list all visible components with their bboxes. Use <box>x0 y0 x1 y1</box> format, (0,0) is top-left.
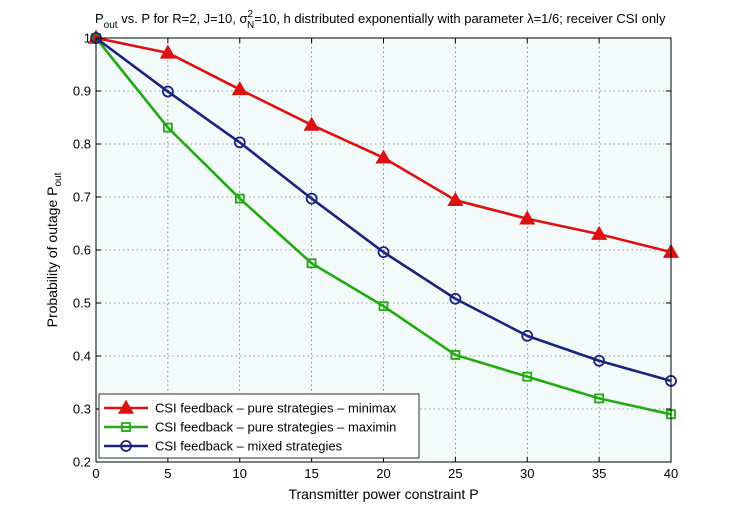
legend-box <box>98 393 420 459</box>
legend-marker <box>117 399 135 414</box>
legend-label: CSI feedback – pure strategies – minimax <box>155 401 397 416</box>
x-tick-label: 30 <box>520 466 534 481</box>
title-sigma-sup: 2 <box>247 9 253 20</box>
data-point <box>377 246 390 259</box>
x-tick-label: 10 <box>233 466 247 481</box>
data-point <box>161 85 174 98</box>
series-square <box>91 33 676 420</box>
y-tick-label: 0.5 <box>73 296 91 311</box>
y-tick-label: 0.3 <box>73 402 91 417</box>
data-point <box>447 191 464 206</box>
legend-entry: CSI feedback – pure strategies – maximin <box>104 420 396 435</box>
x-tick-label: 40 <box>664 466 678 481</box>
title-p: P <box>95 11 104 26</box>
x-tick-label: 25 <box>448 466 462 481</box>
y-tick-label: 0.4 <box>73 349 91 364</box>
legend: CSI feedback – pure strategies – minimax… <box>98 393 420 459</box>
title-sigma-sub: N <box>247 20 254 31</box>
x-tick-label: 0 <box>92 466 99 481</box>
series-line <box>95 36 672 383</box>
data-point <box>305 192 318 205</box>
data-point <box>593 354 606 367</box>
y-tick-label: 0.8 <box>73 137 91 152</box>
data-point <box>591 225 608 240</box>
x-tick-label: 35 <box>592 466 606 481</box>
x-tick-label: 20 <box>376 466 390 481</box>
title-text-1: vs. P for R=2, J=10, σ <box>118 11 248 26</box>
data-point <box>159 44 176 59</box>
data-point <box>306 258 317 269</box>
chart-title: Pout vs. P for R=2, J=10, σ2 N=10, h dist… <box>95 9 666 31</box>
data-point <box>233 136 246 149</box>
data-point <box>519 210 536 225</box>
series-line <box>94 37 672 416</box>
title-p-sub: out <box>104 20 118 31</box>
data-point <box>231 81 248 96</box>
data-point <box>450 350 461 360</box>
y-axis-label-main: Probability of outage P <box>44 187 60 328</box>
x-tick-label: 15 <box>304 466 318 481</box>
data-point <box>521 329 534 342</box>
data-point <box>449 292 462 305</box>
data-point <box>594 393 605 404</box>
legend-marker <box>121 422 131 432</box>
data-point <box>375 149 392 164</box>
legend-label: CSI feedback – mixed strategies <box>155 439 343 454</box>
legend-label: CSI feedback – pure strategies – maximin <box>155 420 396 435</box>
data-point <box>234 193 245 204</box>
legend-marker <box>120 440 132 452</box>
y-tick-label: 1 <box>84 31 91 46</box>
y-tick-label: 0.9 <box>73 84 91 99</box>
title-text-2: =10, h distributed exponentially with pa… <box>254 11 666 26</box>
y-tick-label: 0.6 <box>73 243 91 258</box>
x-axis-label: Transmitter power constraint P <box>288 486 478 502</box>
x-tick-label: 5 <box>164 466 171 481</box>
data-point <box>522 371 533 382</box>
y-axis-label: Probability of outage Pout <box>44 172 64 327</box>
data-point <box>162 122 173 133</box>
plot-border <box>95 37 672 463</box>
legend-entry: CSI feedback – mixed strategies <box>104 439 343 454</box>
y-axis-label-sub: out <box>53 172 64 186</box>
ticks-layer: 0 5 10 15 20 25 30 35 40 0.2 0.3 0.4 0.5 0.6 0.7 0.8 0.9… <box>73 31 678 482</box>
data-point <box>378 301 389 312</box>
legend-entry: CSI feedback – pure strategies – minimax <box>104 399 397 416</box>
y-tick-label: 0.2 <box>73 455 91 470</box>
y-tick-label: 0.7 <box>73 190 91 205</box>
data-point <box>303 116 320 131</box>
